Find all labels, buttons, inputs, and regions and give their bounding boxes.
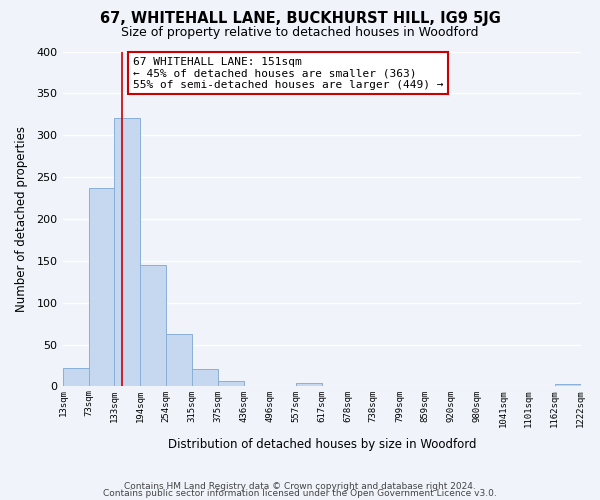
Text: Contains public sector information licensed under the Open Government Licence v3: Contains public sector information licen… — [103, 489, 497, 498]
Y-axis label: Number of detached properties: Number of detached properties — [15, 126, 28, 312]
Bar — [63, 368, 89, 386]
Text: Size of property relative to detached houses in Woodford: Size of property relative to detached ho… — [121, 26, 479, 39]
Bar — [296, 383, 322, 386]
Bar — [192, 369, 218, 386]
Text: 67, WHITEHALL LANE, BUCKHURST HILL, IG9 5JG: 67, WHITEHALL LANE, BUCKHURST HILL, IG9 … — [100, 11, 500, 26]
Text: 67 WHITEHALL LANE: 151sqm
← 45% of detached houses are smaller (363)
55% of semi: 67 WHITEHALL LANE: 151sqm ← 45% of detac… — [133, 56, 443, 90]
X-axis label: Distribution of detached houses by size in Woodford: Distribution of detached houses by size … — [167, 438, 476, 451]
Bar — [166, 334, 192, 386]
Bar — [115, 118, 140, 386]
Bar — [218, 380, 244, 386]
Text: Contains HM Land Registry data © Crown copyright and database right 2024.: Contains HM Land Registry data © Crown c… — [124, 482, 476, 491]
Bar — [89, 188, 115, 386]
Bar — [555, 384, 581, 386]
Bar — [140, 265, 166, 386]
